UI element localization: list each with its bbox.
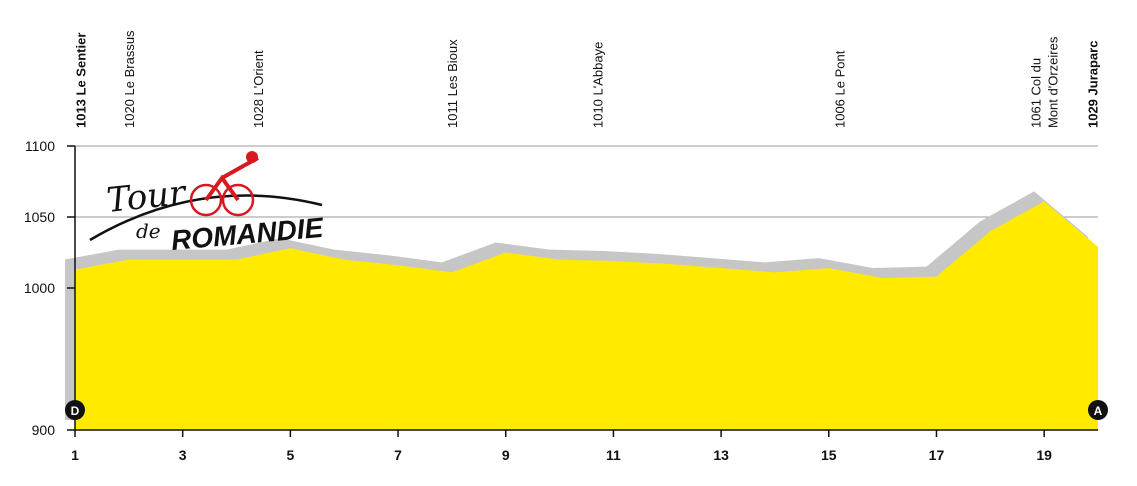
y-tick-label: 900 <box>32 422 56 438</box>
x-tick-label: 5 <box>286 447 294 463</box>
logo-wheel <box>221 183 255 217</box>
area-layer <box>65 191 1098 430</box>
logo: Tour de ROMANDIE <box>89 151 326 256</box>
logo-word: Tour <box>105 173 189 221</box>
x-tick-label: 9 <box>502 447 510 463</box>
end-marker-circle <box>1088 400 1108 420</box>
x-tick-label: 17 <box>929 447 945 463</box>
place-label: 1061 Col du <box>1029 58 1044 128</box>
place-label: 1013 Le Sentier <box>73 33 88 128</box>
place-label: 1006 Le Pont <box>833 50 848 128</box>
x-tick-label: 3 <box>179 447 187 463</box>
x-tick-label: 19 <box>1036 447 1052 463</box>
x-tick-label: 11 <box>606 447 621 463</box>
annotations: 1013 Le Sentier 1020 Le Brassus 1028 L'Ori… <box>73 30 1100 128</box>
logo-rider <box>204 156 259 202</box>
area <box>75 201 1098 430</box>
place-label: 1011 Les Bioux <box>445 39 460 128</box>
y-tick-label: 1000 <box>24 280 55 296</box>
x-tick-label: 13 <box>713 447 729 463</box>
logo-head <box>246 151 258 163</box>
x-tick-label: 1 <box>71 447 79 463</box>
x-tick-label: 15 <box>821 447 837 463</box>
y-tick-label: 1050 <box>24 209 55 225</box>
place-label: 1028 L'Orient <box>251 50 266 128</box>
place-label: 1020 Le Brassus <box>122 30 137 128</box>
place-label: 1029 Juraparc <box>1086 41 1101 128</box>
place-label: Mont d'Orzeires <box>1046 36 1061 128</box>
logo-wheel <box>189 183 223 217</box>
start-marker: D <box>71 404 80 418</box>
logo-swoosh <box>89 194 323 242</box>
place-label: 1010 L'Abbaye <box>590 42 605 128</box>
logo-word: de <box>136 219 161 243</box>
x-tick-label: 7 <box>394 447 402 463</box>
start-marker-circle <box>65 400 85 420</box>
end-marker: A <box>1094 404 1103 418</box>
y-tick-label: 1100 <box>25 138 55 154</box>
